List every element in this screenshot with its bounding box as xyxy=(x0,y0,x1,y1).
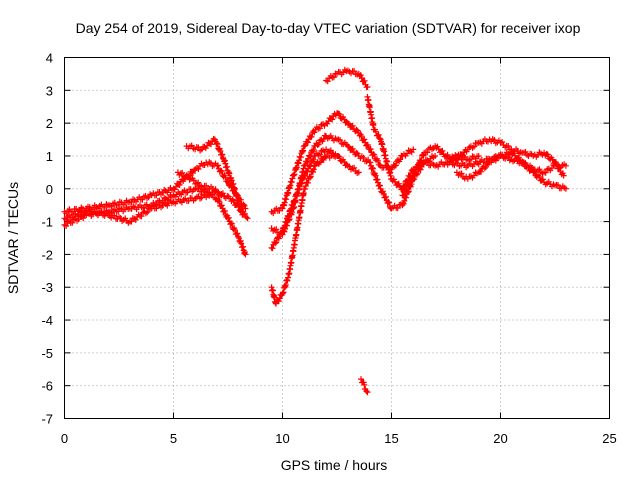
series-track-f xyxy=(268,110,417,217)
x-tick-label: 15 xyxy=(384,431,398,446)
y-tick-label: -2 xyxy=(41,247,53,262)
y-tick-label: -5 xyxy=(41,346,53,361)
y-tick-label: -3 xyxy=(41,280,53,295)
y-tick-label: 4 xyxy=(46,51,53,66)
series-track-i xyxy=(268,151,340,307)
y-tick-label: 0 xyxy=(46,182,53,197)
series-markers xyxy=(268,146,362,252)
axis-ticks xyxy=(64,57,610,419)
y-tick-label: 1 xyxy=(46,149,53,164)
series-track-o xyxy=(358,376,371,396)
series-markers xyxy=(443,149,569,192)
series-track-l xyxy=(399,136,567,199)
series-markers xyxy=(183,135,251,222)
plot-frame xyxy=(64,57,610,419)
y-tick-label: 3 xyxy=(46,83,53,98)
x-tick-label: 25 xyxy=(602,431,616,446)
series-markers xyxy=(268,110,417,217)
y-tick-label: -7 xyxy=(41,412,53,427)
x-tick-label: 0 xyxy=(61,431,68,446)
series-markers xyxy=(61,188,247,226)
y-tick-label: -1 xyxy=(41,215,53,230)
series-track-j xyxy=(323,66,371,91)
series-markers xyxy=(61,159,249,217)
series-track-a xyxy=(61,159,249,217)
data-points xyxy=(61,66,569,396)
series-track-e xyxy=(183,135,251,222)
series-markers xyxy=(174,169,225,199)
x-tick-label: 5 xyxy=(170,431,177,446)
series-markers xyxy=(399,136,567,199)
x-tick-label: 20 xyxy=(493,431,507,446)
series-markers xyxy=(358,376,371,396)
series-track-n xyxy=(443,149,569,192)
series-markers xyxy=(268,151,340,307)
y-tick-label: 2 xyxy=(46,116,53,131)
y-tick-labels: -7 -6 -5 -4 -3 -2 -1 0 1 2 3 4 xyxy=(41,51,53,427)
x-tick-labels: 0 5 10 15 20 25 xyxy=(61,431,617,446)
x-axis-label: GPS time / hours xyxy=(281,457,388,473)
y-tick-label: -6 xyxy=(41,379,53,394)
y-axis-label: SDTVAR / TECUs xyxy=(5,182,21,294)
x-tick-label: 10 xyxy=(275,431,289,446)
y-tick-label: -4 xyxy=(41,313,53,328)
series-markers xyxy=(323,66,371,91)
series-track-c xyxy=(61,188,247,226)
series-track-d xyxy=(174,169,225,199)
series-track-h xyxy=(268,146,362,252)
chart-title: Day 254 of 2019, Sidereal Day-to-day VTE… xyxy=(76,20,581,36)
